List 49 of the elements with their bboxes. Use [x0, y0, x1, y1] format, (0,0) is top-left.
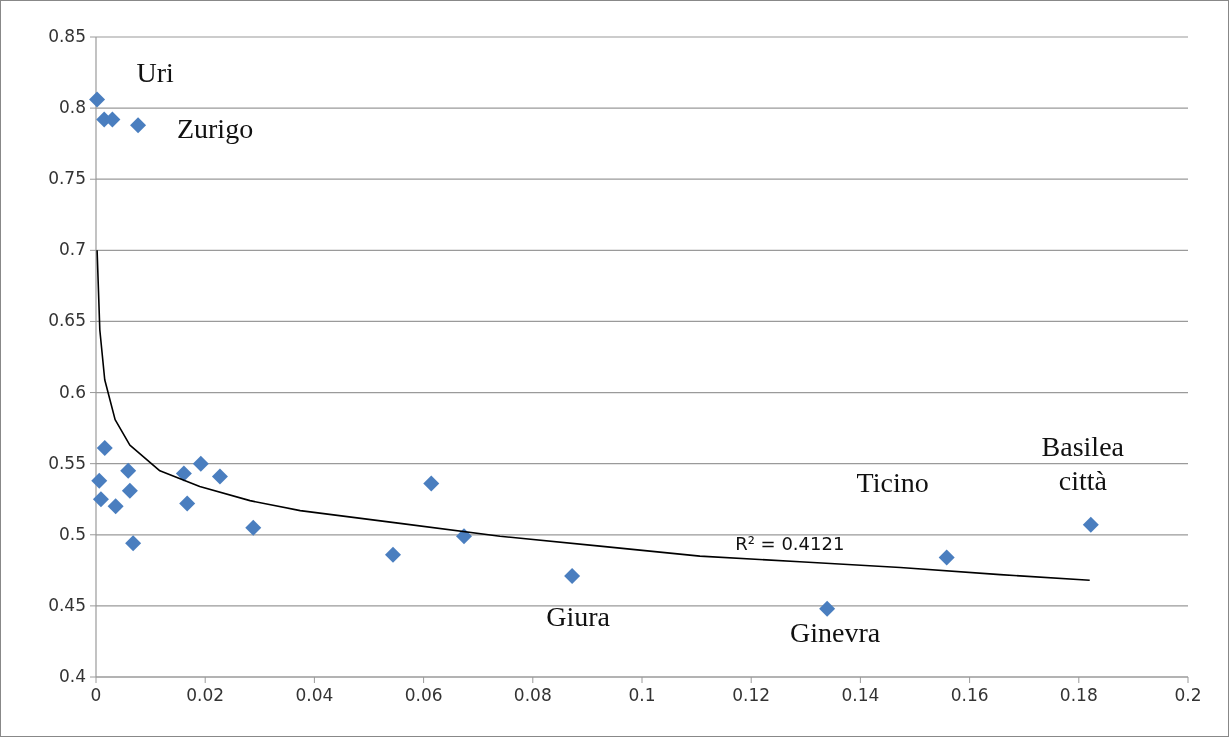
point [456, 528, 472, 545]
y-tick-label: 0.75 [48, 168, 86, 189]
x-tick-label: 0.2 [1174, 685, 1202, 705]
annotation: Giura [546, 601, 611, 633]
point [125, 535, 142, 552]
annotation: Ticino [856, 466, 929, 498]
annotation: Basilea città [1041, 431, 1125, 497]
x-tick-label: 0.02 [186, 685, 225, 705]
point [179, 495, 196, 512]
point [211, 468, 228, 485]
y-tick-label: 0.65 [48, 310, 86, 331]
y-tick-label: 0.6 [58, 381, 86, 402]
point [175, 465, 192, 482]
point [120, 462, 137, 479]
y-tick-label: 0.85 [48, 26, 86, 46]
point [96, 440, 113, 457]
x-tick-label: 0.14 [841, 685, 880, 705]
x-tick-label: 0.18 [1059, 685, 1098, 705]
x-tick-label: 0.16 [950, 685, 989, 705]
annotation: Ginevra [790, 617, 881, 649]
point [89, 91, 106, 108]
point [564, 568, 581, 585]
point [245, 519, 262, 536]
x-tick-label: 0.08 [513, 685, 552, 705]
point [423, 475, 440, 492]
x-tick-label: 0.1 [628, 685, 656, 705]
y-tick-label: 0.45 [48, 594, 86, 615]
point [121, 482, 138, 499]
y-tick-label: 0.55 [48, 452, 86, 473]
point [130, 117, 147, 134]
point [938, 549, 955, 566]
x-tick-label: 0.04 [295, 685, 334, 705]
x-tick-label: 0.12 [732, 685, 771, 705]
annotation: Uri [136, 57, 174, 88]
point [819, 600, 836, 617]
point [385, 546, 402, 563]
point [107, 498, 124, 515]
x-tick-label: 0 [90, 685, 102, 705]
point [92, 491, 109, 508]
annotation: Zurigo [176, 113, 254, 145]
annotation: R² = 0.4121 [735, 532, 845, 554]
y-tick-label: 0.8 [58, 97, 86, 118]
point [192, 455, 209, 472]
y-tick-label: 0.5 [58, 523, 86, 544]
point [91, 472, 108, 489]
y-tick-label: 0.7 [58, 239, 86, 260]
point [1082, 516, 1099, 533]
x-tick-label: 0.06 [404, 685, 443, 705]
y-tick-label: 0.4 [58, 666, 86, 686]
